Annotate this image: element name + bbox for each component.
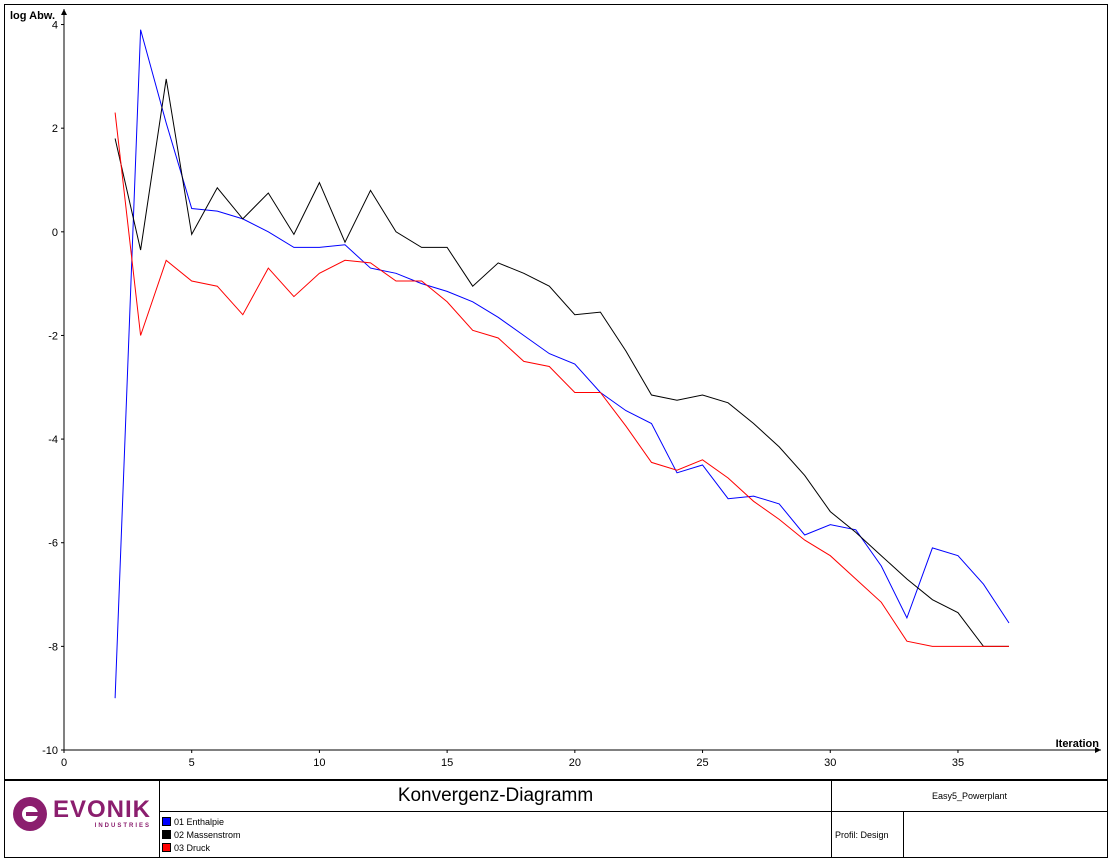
series-line-1	[114, 29, 1010, 699]
series-line-2	[114, 78, 1009, 647]
y-tick-label: 4	[52, 20, 58, 32]
legend-label-enthalpie: 01 Enthalpie	[174, 816, 225, 827]
x-tick-label: 30	[824, 757, 836, 769]
legend-swatch-druck	[162, 843, 171, 852]
evonik-logo: EVONIK INDUSTRIES	[13, 797, 151, 831]
y-tick-label: -4	[48, 434, 58, 446]
legend-label-massenstrom: 02 Massenstrom	[174, 829, 241, 840]
project-name: Easy5_Powerplant	[832, 781, 1107, 812]
legend-item-enthalpie: 01 Enthalpie	[162, 815, 831, 828]
x-tick-label: 5	[189, 757, 195, 769]
x-tick-label: 20	[569, 757, 581, 769]
x-tick-label: 25	[696, 757, 708, 769]
y-tick-label: 0	[52, 227, 58, 239]
chart-title: Konvergenz-Diagramm	[160, 781, 832, 812]
x-tick-label: 15	[441, 757, 453, 769]
legend: 01 Enthalpie 02 Massenstrom 03 Druck	[160, 812, 832, 857]
y-tick-label: -8	[48, 641, 58, 653]
empty-cell	[904, 812, 1107, 857]
y-axis-arrow	[61, 9, 67, 15]
x-axis-arrow	[1095, 747, 1101, 753]
x-tick-label: 0	[61, 757, 67, 769]
x-tick-label: 10	[313, 757, 325, 769]
footer-title-block: EVONIK INDUSTRIES Konvergenz-Diagramm Ea…	[4, 780, 1108, 858]
legend-label-druck: 03 Druck	[174, 842, 211, 853]
y-tick-label: 2	[52, 123, 58, 135]
y-tick-label: -6	[48, 538, 58, 550]
legend-swatch-enthalpie	[162, 817, 171, 826]
y-tick-label: -2	[48, 330, 58, 342]
logo-text: EVONIK	[53, 796, 152, 823]
y-tick-label: -10	[42, 745, 58, 757]
x-axis-title: Iteration	[1056, 738, 1100, 750]
profile-label: Profil: Design	[832, 812, 904, 857]
chart-area: 4 2 0 -2 -4 -6 -8 -10 0 5 10 15 20 25 30 35 log Abw. Iter…	[4, 4, 1108, 780]
y-axis-title: log Abw.	[10, 10, 55, 22]
legend-item-massenstrom: 02 Massenstrom	[162, 828, 831, 841]
logo-cell: EVONIK INDUSTRIES	[5, 781, 160, 857]
logo-subtext: INDUSTRIES	[94, 823, 152, 829]
x-tick-label: 35	[952, 757, 964, 769]
legend-swatch-massenstrom	[162, 830, 171, 839]
series-line-3	[114, 112, 1009, 647]
legend-item-druck: 03 Druck	[162, 841, 831, 854]
evonik-logo-icon	[13, 797, 47, 831]
